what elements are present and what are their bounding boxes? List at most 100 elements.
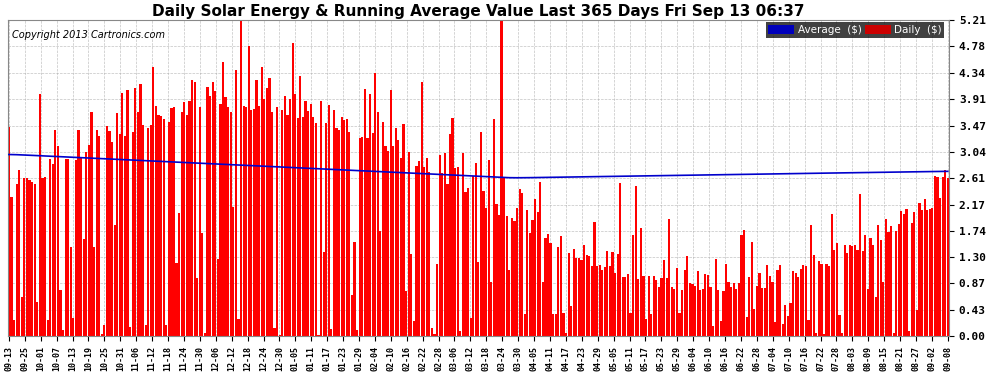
Bar (477, 261, 479, 336)
Bar (459, 331, 461, 336)
Bar (209, 96, 211, 336)
Bar (51, 164, 53, 336)
Bar (395, 128, 397, 336)
Text: Copyright 2013 Cartronics.com: Copyright 2013 Cartronics.com (12, 30, 165, 40)
Bar (622, 277, 624, 336)
Bar (681, 290, 683, 336)
Bar (712, 326, 714, 336)
Bar (474, 163, 477, 336)
Bar (265, 88, 268, 336)
Bar (867, 290, 869, 336)
Bar (575, 258, 577, 336)
Bar (635, 186, 637, 336)
Bar (408, 152, 410, 336)
Bar (397, 140, 400, 336)
Bar (148, 128, 149, 336)
Bar (544, 237, 546, 336)
Bar (591, 266, 593, 336)
Bar (16, 184, 18, 336)
Bar (127, 90, 129, 336)
Bar (423, 166, 426, 336)
Bar (129, 327, 132, 336)
Bar (421, 82, 423, 336)
Bar (895, 231, 897, 336)
Bar (299, 76, 302, 336)
Bar (72, 318, 74, 336)
Bar (392, 146, 394, 336)
Bar (643, 276, 644, 336)
Bar (557, 247, 559, 336)
Bar (676, 268, 678, 336)
Bar (80, 158, 82, 336)
Bar (88, 145, 90, 336)
Bar (240, 20, 243, 336)
Bar (75, 160, 77, 336)
Bar (315, 123, 317, 336)
Bar (42, 178, 44, 336)
Bar (578, 258, 580, 336)
Bar (371, 133, 373, 336)
Bar (944, 170, 946, 336)
Bar (278, 335, 281, 336)
Bar (160, 116, 162, 336)
Bar (227, 107, 230, 336)
Bar (599, 265, 601, 336)
Bar (730, 287, 733, 336)
Bar (503, 177, 505, 336)
Bar (779, 265, 781, 336)
Bar (916, 310, 918, 336)
Bar (47, 320, 49, 336)
Bar (851, 246, 853, 336)
Bar (328, 105, 330, 336)
Bar (338, 130, 341, 336)
Bar (808, 320, 810, 336)
Bar (24, 178, 26, 336)
Bar (140, 84, 142, 336)
Bar (567, 253, 569, 336)
Bar (882, 282, 884, 336)
Bar (387, 151, 389, 336)
Bar (755, 286, 758, 336)
Bar (508, 270, 511, 336)
Bar (559, 236, 562, 336)
Bar (90, 112, 92, 336)
Bar (542, 282, 544, 336)
Bar (109, 131, 111, 336)
Bar (180, 112, 183, 336)
Bar (753, 309, 755, 336)
Bar (612, 252, 614, 336)
Bar (149, 124, 151, 336)
Bar (18, 170, 21, 336)
Bar (921, 210, 923, 336)
Bar (549, 243, 551, 336)
Bar (34, 184, 36, 336)
Bar (771, 282, 773, 336)
Bar (95, 130, 98, 336)
Bar (691, 284, 694, 336)
Bar (906, 209, 908, 336)
Bar (529, 233, 531, 336)
Bar (673, 289, 675, 336)
Bar (934, 176, 936, 336)
Bar (410, 254, 413, 336)
Bar (436, 264, 439, 336)
Bar (137, 112, 139, 336)
Bar (173, 106, 175, 336)
Bar (856, 250, 858, 336)
Bar (843, 245, 845, 336)
Bar (13, 320, 15, 336)
Bar (263, 99, 265, 336)
Bar (782, 324, 784, 336)
Bar (913, 212, 916, 336)
Bar (663, 260, 665, 336)
Bar (733, 283, 735, 336)
Bar (353, 242, 355, 336)
Bar (686, 256, 688, 336)
Bar (697, 271, 699, 336)
Bar (588, 256, 590, 336)
Bar (467, 188, 469, 336)
Bar (853, 245, 856, 336)
Bar (745, 317, 747, 336)
Bar (652, 276, 654, 336)
Bar (689, 283, 691, 336)
